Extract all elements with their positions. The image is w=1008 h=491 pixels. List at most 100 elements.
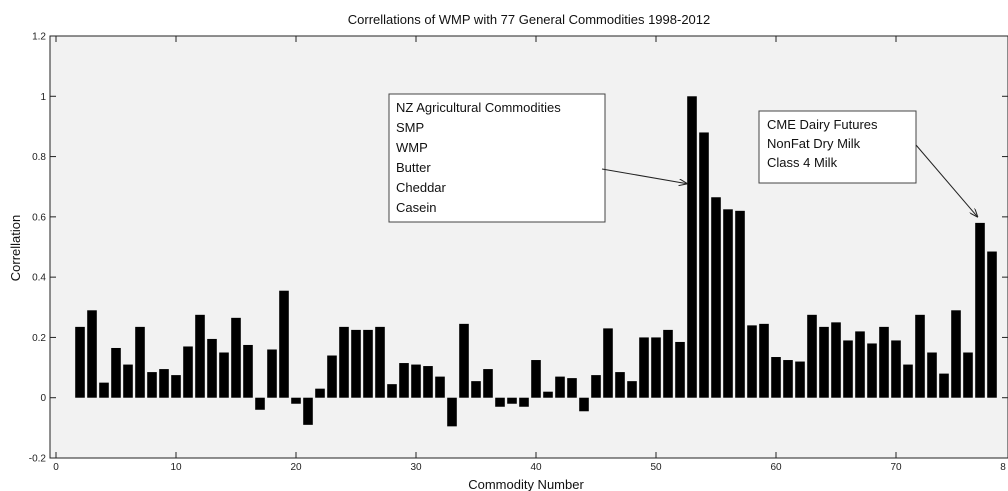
bar-commodity-54 bbox=[699, 132, 709, 398]
bar-commodity-41 bbox=[543, 391, 553, 398]
bar-commodity-77 bbox=[975, 222, 985, 398]
annotation-line: SMP bbox=[396, 120, 424, 135]
bar-commodity-26 bbox=[363, 329, 373, 398]
bar-commodity-70 bbox=[891, 340, 901, 398]
bar-commodity-36 bbox=[483, 369, 493, 398]
x-tick-label: 70 bbox=[890, 462, 902, 473]
bar-commodity-53 bbox=[687, 96, 697, 398]
x-tick-label: 8 bbox=[1000, 462, 1006, 473]
bar-commodity-7 bbox=[135, 326, 145, 398]
y-axis-label: Correllation bbox=[8, 215, 23, 281]
annotation-frame bbox=[388, 93, 606, 223]
bar-series bbox=[75, 96, 997, 427]
bar-commodity-65 bbox=[831, 322, 841, 398]
x-axis-label: Commodity Number bbox=[468, 477, 584, 491]
bar-commodity-4 bbox=[99, 382, 109, 398]
y-tick-label: 0.8 bbox=[32, 152, 46, 163]
bar-commodity-29 bbox=[399, 363, 409, 398]
bar-commodity-11 bbox=[183, 346, 193, 398]
bar-commodity-8 bbox=[147, 372, 157, 398]
bar-commodity-27 bbox=[375, 326, 385, 398]
bar-commodity-20 bbox=[291, 397, 301, 404]
bar-commodity-69 bbox=[879, 326, 889, 398]
y-tick-label: 1.2 bbox=[32, 32, 46, 43]
bar-commodity-31 bbox=[423, 366, 433, 398]
bar-commodity-25 bbox=[351, 329, 361, 398]
annotation-line: CME Dairy Futures bbox=[767, 117, 878, 132]
annotations: NZ Agricultural Commodities SMP WMP Butter C… bbox=[388, 93, 978, 223]
bar-commodity-73 bbox=[927, 352, 937, 398]
bar-commodity-75 bbox=[951, 310, 961, 398]
annotation-line: Casein bbox=[396, 200, 436, 215]
bar-commodity-9 bbox=[159, 369, 169, 398]
bar-commodity-45 bbox=[591, 375, 601, 398]
bar-commodity-13 bbox=[207, 338, 217, 398]
bar-commodity-19 bbox=[279, 290, 289, 398]
annotation-arrow bbox=[601, 168, 687, 184]
bar-commodity-2 bbox=[75, 326, 85, 398]
bar-commodity-57 bbox=[735, 210, 745, 398]
annotation-box-2: CME Dairy Futures NonFat Dry Milk Class 4 … bbox=[758, 110, 978, 217]
bar-commodity-60 bbox=[771, 357, 781, 398]
bar-commodity-17 bbox=[255, 397, 265, 410]
bar-commodity-38 bbox=[507, 397, 517, 404]
y-tick-label: 0.6 bbox=[32, 212, 46, 223]
bar-commodity-52 bbox=[675, 341, 685, 398]
bar-commodity-63 bbox=[807, 314, 817, 398]
bar-commodity-46 bbox=[603, 328, 613, 398]
x-tick-label: 20 bbox=[290, 462, 302, 473]
y-tick-label: 0 bbox=[40, 393, 46, 404]
bar-commodity-62 bbox=[795, 361, 805, 398]
annotation-line: Class 4 Milk bbox=[767, 155, 838, 170]
bar-commodity-5 bbox=[111, 347, 121, 398]
bar-commodity-61 bbox=[783, 360, 793, 398]
bar-commodity-3 bbox=[87, 310, 97, 398]
y-tick-label: -0.2 bbox=[29, 454, 47, 465]
bar-commodity-51 bbox=[663, 329, 673, 398]
x-tick-label: 0 bbox=[53, 462, 59, 473]
bar-commodity-12 bbox=[195, 314, 205, 398]
y-tick-label: 1 bbox=[40, 92, 46, 103]
bar-commodity-78 bbox=[987, 251, 997, 398]
bar-commodity-64 bbox=[819, 326, 829, 398]
bar-commodity-50 bbox=[651, 337, 661, 398]
bar-commodity-72 bbox=[915, 314, 925, 398]
y-tick-label: 0.4 bbox=[32, 273, 46, 284]
bar-commodity-35 bbox=[471, 381, 481, 398]
bar-commodity-22 bbox=[315, 388, 325, 398]
bar-commodity-37 bbox=[495, 397, 505, 407]
bar-commodity-58 bbox=[747, 325, 757, 398]
y-tick-label: 0.2 bbox=[32, 333, 46, 344]
bar-commodity-33 bbox=[447, 397, 457, 427]
annotation-line: NonFat Dry Milk bbox=[767, 136, 861, 151]
annotation-line: Cheddar bbox=[396, 180, 447, 195]
bar-commodity-55 bbox=[711, 197, 721, 398]
bar-commodity-24 bbox=[339, 326, 349, 398]
x-tick-label: 30 bbox=[410, 462, 422, 473]
bar-commodity-68 bbox=[867, 343, 877, 398]
bar-commodity-18 bbox=[267, 349, 277, 398]
bar-commodity-59 bbox=[759, 323, 769, 398]
annotation-box-1: NZ Agricultural Commodities SMP WMP Butter C… bbox=[388, 93, 687, 223]
bar-commodity-32 bbox=[435, 376, 445, 398]
bar-commodity-44 bbox=[579, 397, 589, 412]
bar-commodity-10 bbox=[171, 375, 181, 398]
bar-commodity-15 bbox=[231, 317, 241, 398]
bar-commodity-71 bbox=[903, 364, 913, 398]
bar-commodity-43 bbox=[567, 378, 577, 398]
x-tick-label: 60 bbox=[770, 462, 782, 473]
annotation-line: WMP bbox=[396, 140, 428, 155]
annotation-line: NZ Agricultural Commodities bbox=[396, 100, 561, 115]
annotation-line: Butter bbox=[396, 160, 431, 175]
bar-commodity-76 bbox=[963, 352, 973, 398]
bar-commodity-48 bbox=[627, 381, 637, 398]
bar-commodity-47 bbox=[615, 372, 625, 398]
bar-commodity-67 bbox=[855, 331, 865, 398]
bar-commodity-14 bbox=[219, 352, 229, 398]
annotation-arrow bbox=[915, 144, 978, 217]
bar-commodity-28 bbox=[387, 384, 397, 398]
bar-commodity-42 bbox=[555, 376, 565, 398]
bar-commodity-21 bbox=[303, 397, 313, 425]
bar-commodity-56 bbox=[723, 209, 733, 398]
